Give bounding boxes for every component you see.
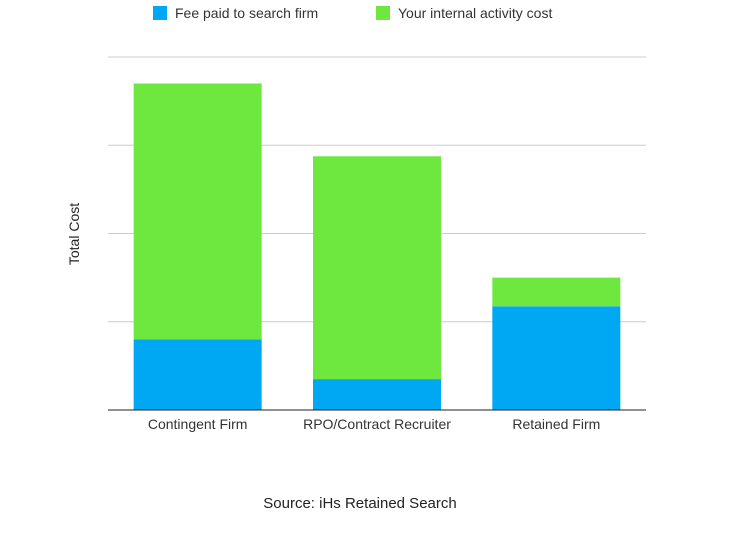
legend-swatch <box>376 6 390 20</box>
bar-segment-fee <box>313 379 441 410</box>
bar-segment-internal-cost <box>133 83 262 340</box>
bar-segment-fee <box>133 339 262 410</box>
x-tick-label: RPO/Contract Recruiter <box>303 416 451 432</box>
bar-segment-internal-cost <box>492 277 621 307</box>
x-tick-label: Contingent Firm <box>148 416 248 432</box>
bar-segment-fee <box>492 306 621 410</box>
x-tick-label: Retained Firm <box>512 416 600 432</box>
x-tick-labels: Contingent Firm RPO/Contract Recruiter Ret… <box>148 416 600 432</box>
source-caption: Source: iHs Retained Search <box>263 495 456 512</box>
bars <box>133 83 621 410</box>
legend-swatch <box>153 6 167 20</box>
legend-label: Fee paid to search firm <box>175 5 318 21</box>
legend-label: Your internal activity cost <box>398 5 552 21</box>
legend: Fee paid to search firm Your internal act… <box>153 5 552 21</box>
bar-segment-internal-cost <box>313 156 441 380</box>
y-axis-label: Total Cost <box>66 203 82 265</box>
